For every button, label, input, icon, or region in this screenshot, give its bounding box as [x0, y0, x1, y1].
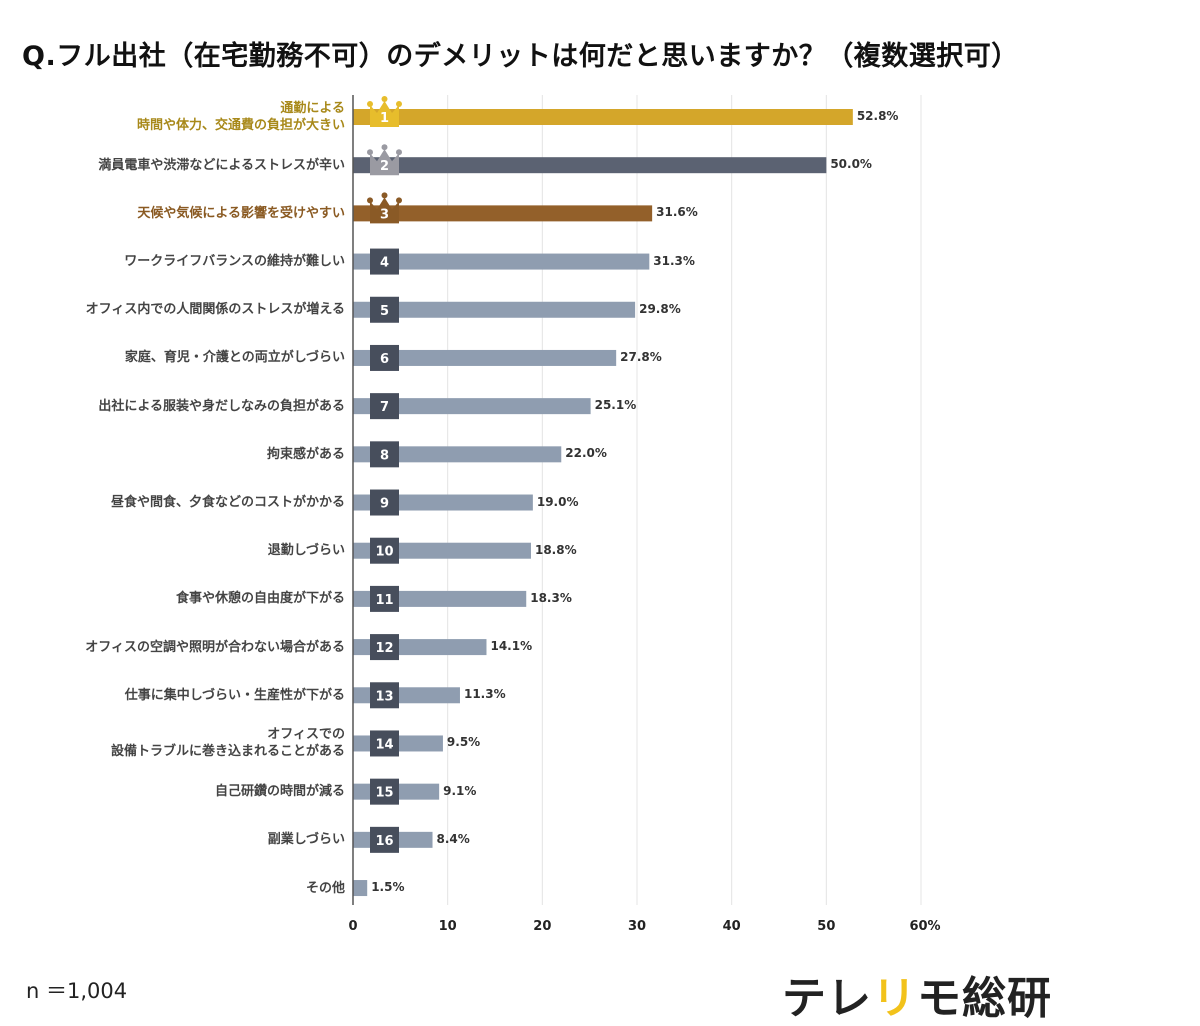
crown-jewel [367, 101, 373, 107]
rank-number: 2 [380, 159, 389, 174]
rank-badge [370, 826, 399, 853]
value-label: 25.1% [594, 398, 637, 413]
category-label: 通勤による 時間や体力、交通費の負担が大きい [136, 101, 345, 133]
bar [353, 398, 591, 415]
bar [353, 687, 460, 704]
bar [353, 349, 617, 366]
chart-title: Q.フル出社（在宅勤務不可）のデメリットは何だと思いますか？（複数選択可） [22, 41, 1019, 72]
value-label: 19.0% [536, 494, 579, 509]
bar [353, 880, 368, 897]
value-label: 31.6% [656, 205, 698, 220]
bar [353, 446, 562, 463]
value-label: 9.1% [443, 783, 477, 798]
category-label: 天候や気候による影響を受けやすい [137, 205, 345, 221]
crown-jewel [396, 197, 402, 204]
bar [353, 301, 636, 318]
rank-number: 15 [375, 786, 393, 801]
bar [353, 253, 650, 270]
crown-jewel [381, 96, 388, 102]
crown-icon [370, 149, 399, 176]
rank-number: 6 [380, 352, 389, 367]
category-label: オフィス内での人間関係のストレスが増える [85, 302, 345, 318]
category-label: 食事や休憩の自由度が下がる [175, 591, 345, 607]
x-tick-label: 60% [909, 919, 941, 934]
value-label: 1.5% [371, 880, 405, 895]
logo-part: テレ [782, 973, 872, 1024]
rank-badge [370, 537, 399, 564]
category-label: ワークライフバランスの維持が難しい [124, 254, 345, 270]
bar [353, 109, 853, 125]
rank-number: 10 [375, 545, 393, 560]
rank-badge [370, 585, 399, 612]
category-label: 満員電車や渋滞などによるストレスが辛い [98, 157, 345, 173]
logo-part: モ総研 [917, 973, 1052, 1024]
category-label: 退勤しづらい [267, 543, 345, 559]
value-label: 29.8% [639, 301, 681, 316]
category-label: 出社による服装や身だしなみの負担がある [98, 398, 345, 414]
crown-jewel [367, 197, 373, 204]
value-label: 18.8% [534, 542, 577, 557]
rank-badge [370, 296, 399, 323]
value-label: 11.3% [463, 687, 506, 702]
x-tick-label: 40 [722, 919, 741, 934]
x-tick-label: 0 [348, 919, 358, 934]
rank-number: 12 [375, 641, 393, 656]
category-label: 拘束感がある [266, 446, 345, 462]
rank-number: 13 [375, 689, 393, 704]
rank-number: 1 [380, 111, 389, 126]
category-label: 自己研鑽の時間が減る [214, 784, 345, 800]
category-label: オフィスでの 設備トラブルに巻き込まれることがある [110, 727, 345, 760]
crown-icon [370, 197, 399, 224]
crown-jewel [381, 192, 388, 199]
rank-badge [370, 489, 399, 516]
logo-part-highlight: リ [872, 973, 917, 1024]
crown-jewel [381, 144, 388, 151]
logo: テレリモ総研 [782, 962, 1052, 1026]
rank-number: 14 [375, 737, 393, 752]
bar [353, 157, 827, 174]
crown-jewel [396, 101, 402, 107]
x-tick-label: 50 [817, 919, 836, 934]
rank-badge [370, 248, 399, 275]
rank-number: 16 [375, 834, 393, 849]
category-label: 家庭、育児・介護との両立がしづらい [124, 350, 345, 366]
value-label: 9.5% [446, 735, 481, 750]
crown-jewel [367, 149, 373, 156]
x-tick-label: 20 [533, 919, 552, 934]
value-label: 22.0% [565, 446, 607, 461]
category-label: オフィスの空調や照明が合わない場合がある [85, 639, 345, 655]
category-label: 昼食や間食、夕食などのコストがかかる [110, 495, 345, 511]
bar [353, 205, 653, 222]
category-label: 仕事に集中しづらい・生産性が下がる [124, 687, 345, 703]
sample-size: n ＝1,004 [26, 979, 128, 1003]
rank-number: 3 [380, 207, 389, 222]
value-label: 50.0% [830, 157, 872, 172]
category-label: 副業しづらい [267, 832, 345, 848]
rank-number: 5 [380, 304, 389, 319]
crown-icon [370, 101, 399, 127]
rank-badge [370, 778, 399, 805]
rank-badge [370, 441, 399, 468]
x-tick-label: 30 [627, 919, 647, 934]
value-label: 18.3% [530, 590, 572, 605]
category-label: その他 [305, 880, 345, 896]
rank-badge [370, 730, 399, 757]
rank-number: 4 [380, 256, 389, 271]
rank-number: 8 [380, 448, 389, 463]
value-label: 27.8% [620, 349, 662, 364]
rank-badge [370, 393, 399, 420]
value-label: 52.8% [856, 109, 899, 123]
rank-badge [370, 634, 399, 661]
rank-badge [370, 682, 399, 709]
crown-jewel [396, 149, 402, 156]
value-label: 14.1% [490, 639, 533, 654]
value-label: 31.3% [653, 253, 695, 268]
rank-number: 9 [380, 497, 389, 512]
rank-number: 7 [380, 400, 389, 415]
x-tick-label: 10 [438, 919, 457, 934]
rank-badge [370, 344, 399, 371]
value-label: 8.4% [436, 831, 470, 846]
rank-number: 11 [375, 593, 393, 608]
